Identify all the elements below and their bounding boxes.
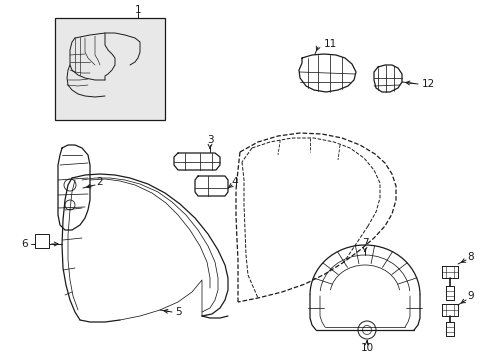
Text: 11: 11: [323, 39, 336, 49]
Text: 5: 5: [174, 307, 181, 317]
Text: 8: 8: [467, 252, 473, 262]
Text: 12: 12: [421, 79, 434, 89]
Text: 6: 6: [21, 239, 28, 249]
Bar: [55, 18, 164, 120]
Text: 7: 7: [361, 238, 367, 248]
Text: 4: 4: [231, 177, 238, 187]
Text: 3: 3: [206, 135, 213, 145]
Text: 2: 2: [97, 177, 103, 187]
Text: 1: 1: [134, 5, 141, 15]
Bar: [35, 234, 49, 248]
Text: 10: 10: [360, 343, 373, 353]
Text: 9: 9: [467, 291, 473, 301]
